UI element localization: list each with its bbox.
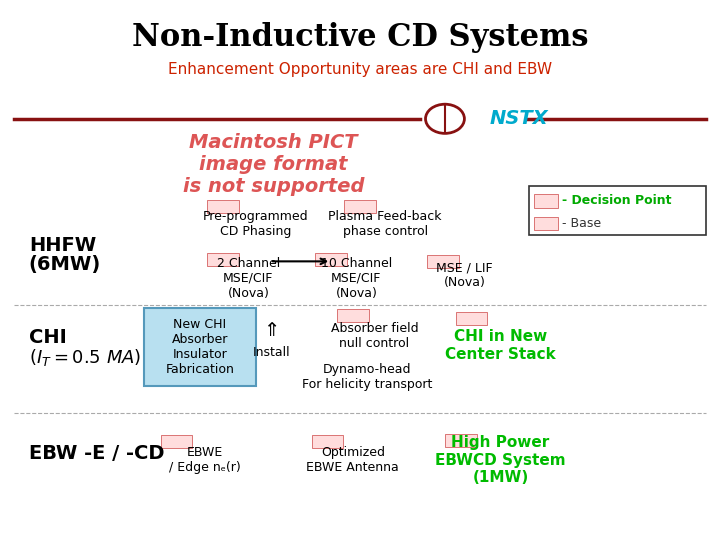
- Text: Enhancement Opportunity areas are CHI and EBW: Enhancement Opportunity areas are CHI an…: [168, 62, 552, 77]
- Text: MSE / LIF
(Nova): MSE / LIF (Nova): [436, 261, 492, 289]
- Bar: [427, 255, 459, 268]
- Bar: [445, 434, 477, 447]
- Bar: [529, 186, 706, 235]
- Text: Plasma Feed-back
phase control: Plasma Feed-back phase control: [328, 210, 442, 238]
- Bar: [312, 435, 343, 448]
- Text: CHI: CHI: [29, 328, 66, 347]
- Bar: [144, 308, 256, 386]
- Text: Macintosh PICT
image format
is not supported: Macintosh PICT image format is not suppo…: [183, 133, 364, 196]
- Text: NSTX: NSTX: [490, 109, 548, 129]
- Bar: [456, 312, 487, 325]
- Text: (6MW): (6MW): [29, 255, 101, 274]
- Text: - Decision Point: - Decision Point: [562, 194, 672, 207]
- Text: ⇑: ⇑: [264, 321, 279, 340]
- Text: - Base: - Base: [562, 217, 601, 230]
- Text: Pre-programmed
CD Phasing: Pre-programmed CD Phasing: [203, 210, 308, 238]
- Text: Install: Install: [253, 346, 290, 359]
- Bar: [315, 253, 347, 266]
- Text: $(I_T = 0.5\ MA)$: $(I_T = 0.5\ MA)$: [29, 347, 141, 368]
- Text: Optimized
EBWE Antenna: Optimized EBWE Antenna: [307, 446, 399, 474]
- Text: 10 Channel
MSE/CIF
(Nova): 10 Channel MSE/CIF (Nova): [321, 256, 392, 300]
- Text: HHFW: HHFW: [29, 236, 96, 255]
- Bar: [207, 253, 239, 266]
- Text: CHI in New
Center Stack: CHI in New Center Stack: [445, 329, 556, 362]
- Text: High Power
EBWCD System
(1MW): High Power EBWCD System (1MW): [435, 435, 566, 485]
- Text: 2 Channel
MSE/CIF
(Nova): 2 Channel MSE/CIF (Nova): [217, 256, 280, 300]
- Bar: [161, 435, 192, 448]
- Text: EBWE
/ Edge nₑ(r): EBWE / Edge nₑ(r): [169, 446, 241, 474]
- Bar: [337, 309, 369, 322]
- Bar: [534, 217, 558, 230]
- Bar: [344, 200, 376, 213]
- Bar: [207, 200, 239, 213]
- Bar: [534, 194, 558, 208]
- Text: Absorber field
null control: Absorber field null control: [330, 322, 418, 350]
- Text: EBW -E / -CD: EBW -E / -CD: [29, 444, 164, 463]
- Text: Non-Inductive CD Systems: Non-Inductive CD Systems: [132, 22, 588, 53]
- Text: Dynamo-head
For helicity transport: Dynamo-head For helicity transport: [302, 363, 433, 391]
- Text: New CHI
Absorber
Insulator
Fabrication: New CHI Absorber Insulator Fabrication: [166, 318, 234, 376]
